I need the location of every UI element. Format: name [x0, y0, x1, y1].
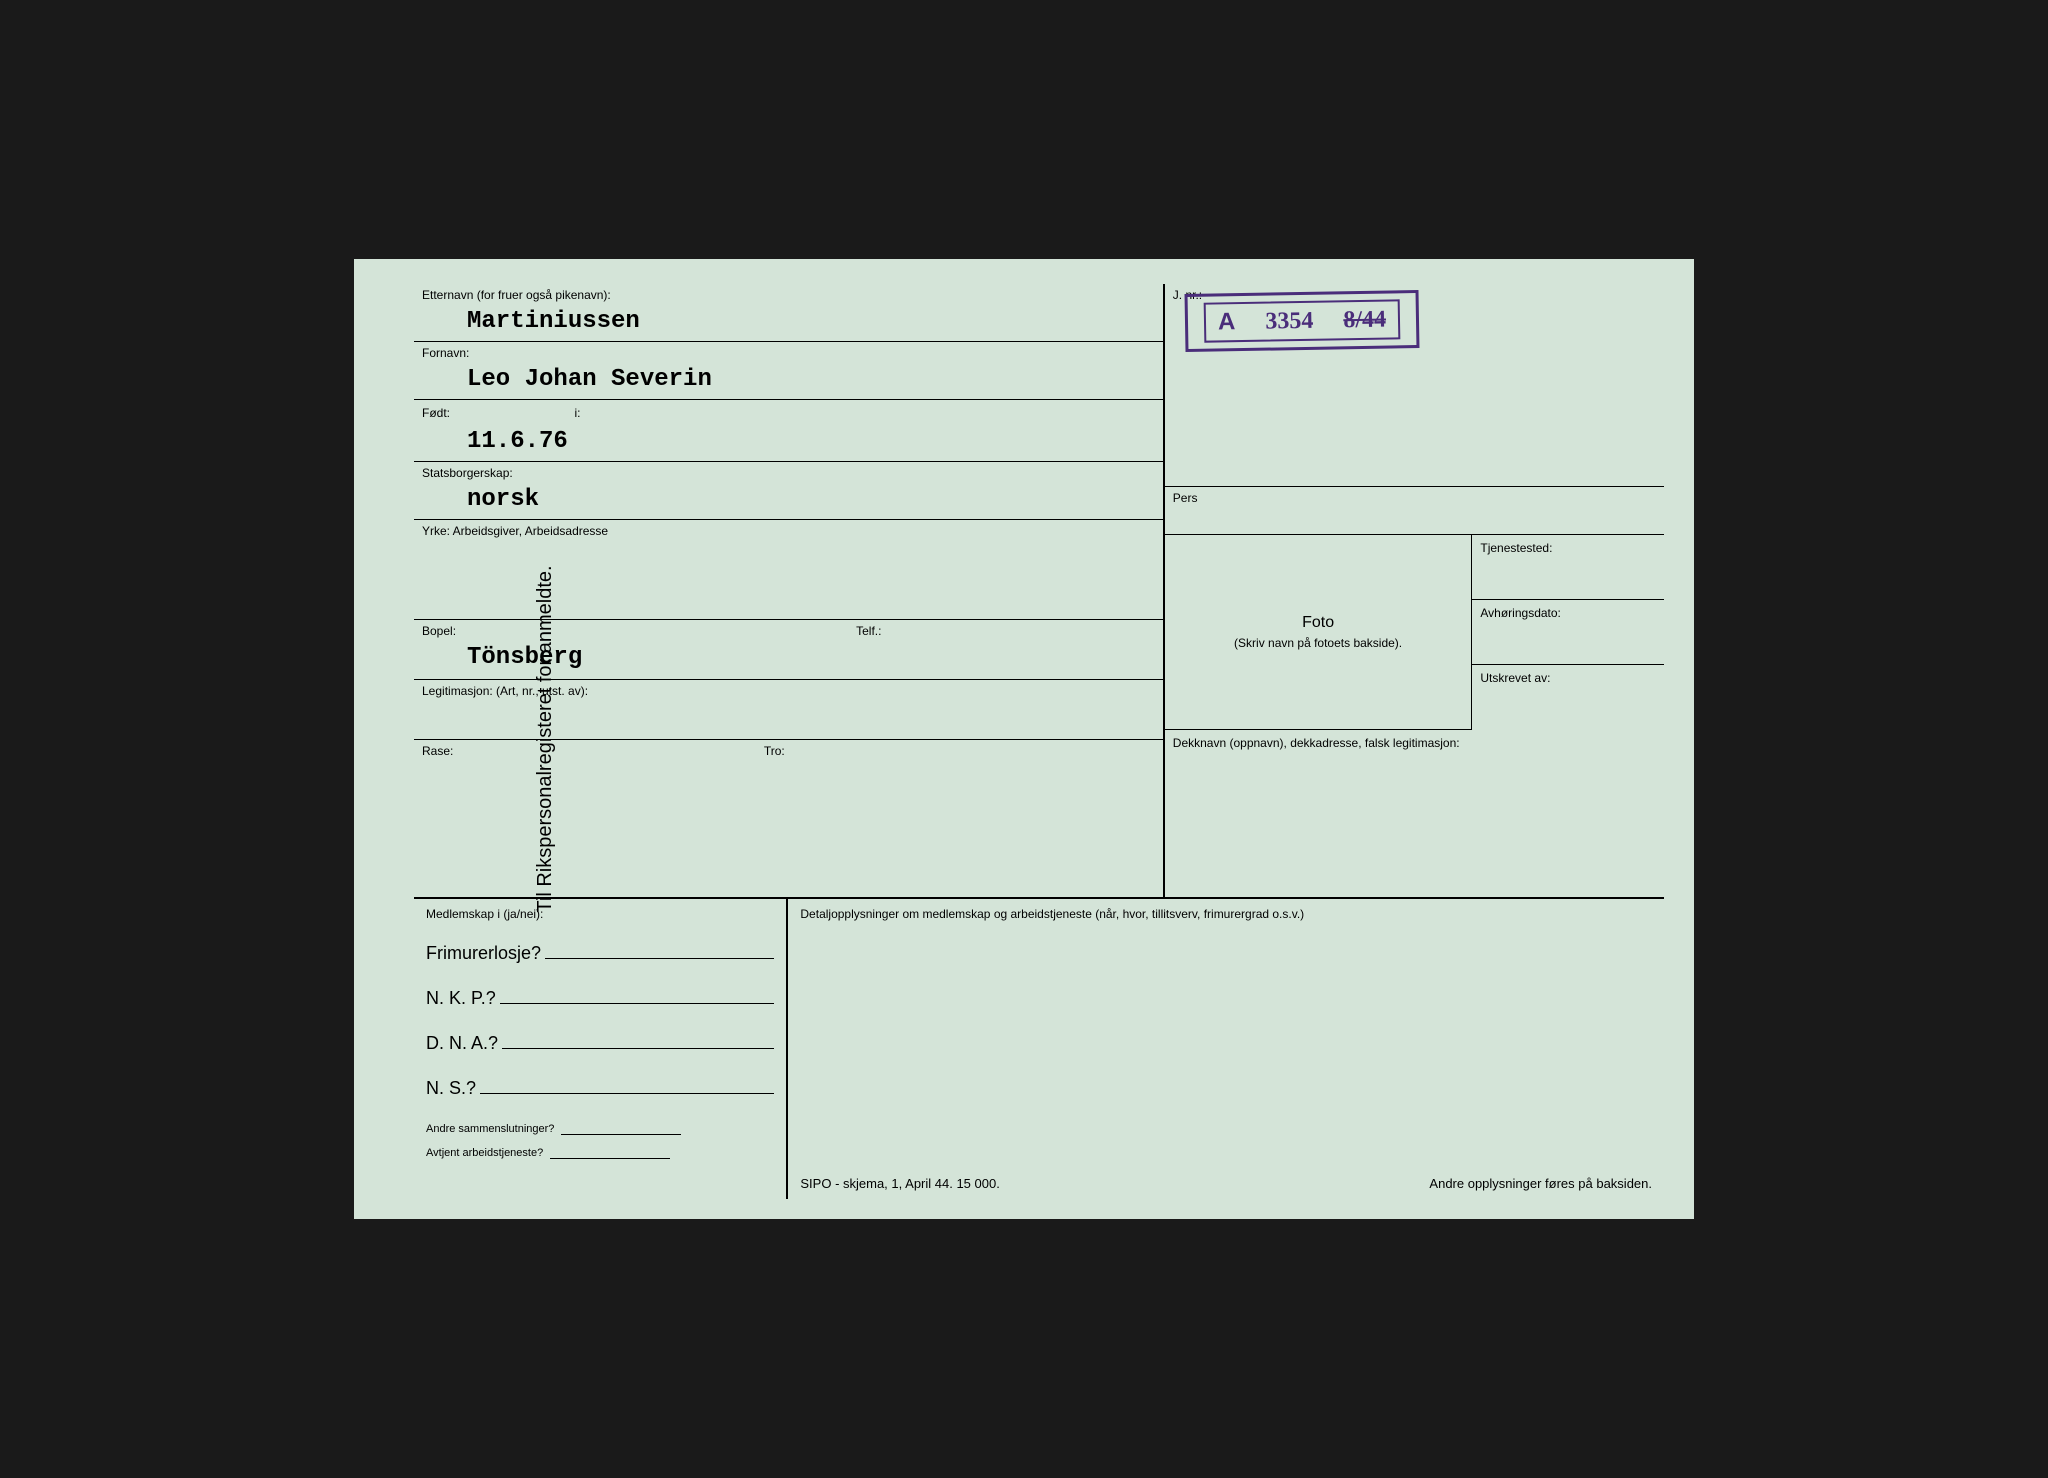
frimurer-item: Frimurerlosje? — [426, 943, 774, 964]
right-column: J. nr.: A 3354 8/44 Pers Foto — [1165, 284, 1664, 897]
top-section: Etternavn (for fruer også pikenavn): Mar… — [414, 284, 1664, 899]
tjenestested-label: Tjenestested: — [1480, 541, 1552, 555]
legitimasjon-field: Legitimasjon: (Art, nr., utst. av): — [414, 680, 1163, 740]
right-sidebar: Tjenestested: Avhøringsdato: Utskrevet a… — [1472, 535, 1664, 729]
avtjent-label: Avtjent arbeidstjeneste? — [426, 1147, 543, 1159]
ns-item: N. S.? — [426, 1078, 774, 1099]
footer-left: SIPO - skjema, 1, April 44. 15 000. — [800, 1176, 999, 1191]
bopel-label: Bopel: — [422, 624, 840, 638]
membership-column: Medlemskap i (ja/nei): Frimurerlosje? N.… — [414, 899, 788, 1199]
bottom-section: Medlemskap i (ja/nei): Frimurerlosje? N.… — [414, 899, 1664, 1199]
etternavn-value: Martiniussen — [422, 302, 1155, 339]
dna-label: D. N. A.? — [426, 1033, 498, 1054]
tjenestested-field: Tjenestested: — [1472, 535, 1664, 600]
frimurer-line — [545, 958, 774, 959]
fodt-value: 11.6.76 — [422, 422, 1155, 459]
rase-tro-row: Rase: Tro: — [414, 740, 1163, 790]
stamp-box: A 3354 8/44 — [1184, 290, 1419, 352]
pers-field: Pers — [1165, 487, 1664, 535]
stamp-inner: A 3354 8/44 — [1203, 299, 1400, 342]
andre-sammen-label: Andre sammenslutninger? — [426, 1123, 554, 1135]
registration-card: Til Rikspersonalregisteret for anmeldte.… — [354, 259, 1694, 1219]
etternavn-field: Etternavn (for fruer også pikenavn): Mar… — [414, 284, 1163, 342]
left-column: Etternavn (for fruer også pikenavn): Mar… — [414, 284, 1165, 897]
avhoringsdato-field: Avhøringsdato: — [1472, 600, 1664, 665]
ns-line — [480, 1093, 774, 1094]
dekknavn-label: Dekknavn (oppnavn), dekkadresse, falsk l… — [1173, 736, 1460, 750]
stamp-number: 3354 — [1265, 307, 1313, 335]
footer-right: Andre opplysninger føres på baksiden. — [1429, 1176, 1652, 1191]
foto-box: Foto (Skriv navn på fotoets bakside). — [1165, 535, 1473, 729]
foto-label: Foto — [1302, 614, 1334, 632]
yrke-value — [422, 538, 1155, 570]
avtjent-line — [550, 1158, 670, 1159]
tro-field: Tro: — [756, 740, 1163, 790]
etternavn-label: Etternavn (for fruer også pikenavn): — [422, 288, 1155, 302]
statsborgerskap-value: norsk — [422, 480, 1155, 517]
dna-item: D. N. A.? — [426, 1033, 774, 1054]
stamp-prefix: A — [1218, 308, 1236, 336]
rase-label: Rase: — [422, 744, 748, 758]
bopel-field: Bopel: Tönsberg — [414, 620, 848, 679]
utskrevet-label: Utskrevet av: — [1480, 671, 1550, 685]
utskrevet-field: Utskrevet av: — [1472, 665, 1664, 729]
details-column: Detaljopplysninger om medlemskap og arbe… — [788, 899, 1664, 1199]
foto-sublabel: (Skriv navn på fotoets bakside). — [1234, 636, 1402, 650]
ns-label: N. S.? — [426, 1078, 476, 1099]
telf-label: Telf.: — [856, 624, 1155, 638]
nkp-label: N. K. P.? — [426, 988, 496, 1009]
stamp-suffix: 8/44 — [1343, 306, 1386, 334]
legitimasjon-label: Legitimasjon: (Art, nr., utst. av): — [422, 684, 1155, 698]
avtjent: Avtjent arbeidstjeneste? — [426, 1147, 774, 1159]
details-label: Detaljopplysninger om medlemskap og arbe… — [800, 907, 1652, 921]
nkp-item: N. K. P.? — [426, 988, 774, 1009]
statsborgerskap-label: Statsborgerskap: — [422, 466, 1155, 480]
yrke-field: Yrke: Arbeidsgiver, Arbeidsadresse — [414, 520, 1163, 620]
main-grid: Etternavn (for fruer også pikenavn): Mar… — [414, 284, 1664, 1199]
tro-label: Tro: — [764, 744, 1155, 758]
fodt-i-label: i: — [574, 406, 580, 420]
fodt-field: Født: i: 11.6.76 — [414, 400, 1163, 462]
avhoringsdato-label: Avhøringsdato: — [1480, 606, 1561, 620]
bopel-row: Bopel: Tönsberg Telf.: — [414, 620, 1163, 680]
dna-line — [502, 1048, 774, 1049]
medlemskap-label: Medlemskap i (ja/nei): — [426, 907, 774, 921]
foto-row: Foto (Skriv navn på fotoets bakside). Tj… — [1165, 535, 1664, 729]
fornavn-field: Fornavn: Leo Johan Severin — [414, 342, 1163, 400]
telf-field: Telf.: — [848, 620, 1163, 679]
frimurer-label: Frimurerlosje? — [426, 943, 541, 964]
fodt-label: Født: — [422, 406, 450, 420]
pers-label: Pers — [1173, 491, 1656, 505]
jnr-field: J. nr.: A 3354 8/44 — [1165, 284, 1664, 487]
fornavn-value: Leo Johan Severin — [422, 360, 1155, 397]
rase-field: Rase: — [414, 740, 756, 790]
andre-line — [561, 1134, 681, 1135]
fornavn-label: Fornavn: — [422, 346, 1155, 360]
statsborgerskap-field: Statsborgerskap: norsk — [414, 462, 1163, 520]
nkp-line — [500, 1003, 775, 1004]
andre-sammen: Andre sammenslutninger? — [426, 1123, 774, 1135]
dekknavn-field: Dekknavn (oppnavn), dekkadresse, falsk l… — [1165, 730, 1664, 897]
yrke-label: Yrke: Arbeidsgiver, Arbeidsadresse — [422, 524, 1155, 538]
bopel-value: Tönsberg — [422, 638, 840, 675]
